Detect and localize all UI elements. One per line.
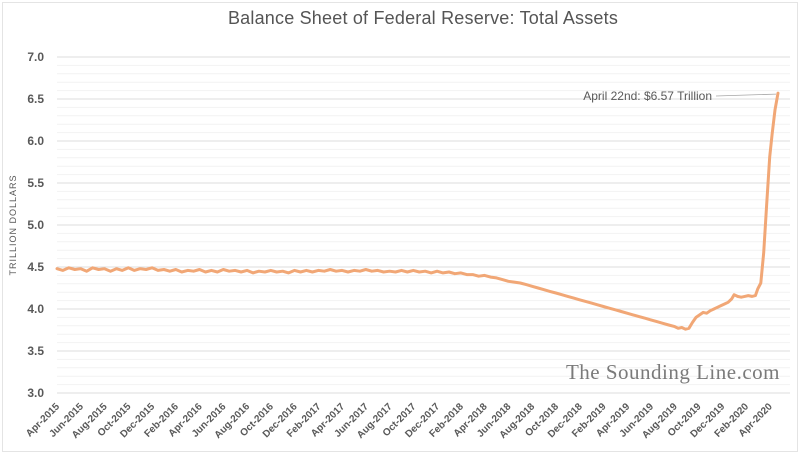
y-tick-label: 7.0: [27, 50, 44, 64]
y-tick-label: 5.5: [27, 176, 44, 190]
chart-title: Balance Sheet of Federal Reserve: Total …: [227, 8, 619, 28]
total-assets-line: [55, 91, 780, 331]
y-axis-title: TRILLION DOLLARS: [8, 174, 18, 276]
y-tick-label: 6.5: [27, 92, 44, 106]
y-tick-label: 6.0: [27, 134, 44, 148]
y-tick-label: 4.5: [27, 260, 44, 274]
y-tick-label: 3.0: [27, 386, 44, 400]
annotation-label: April 22nd: $6.57 Trillion: [583, 89, 712, 103]
y-tick-label: 4.0: [27, 302, 44, 316]
annotation-leader-line: [715, 93, 777, 97]
y-tick-label: 3.5: [27, 344, 44, 358]
y-tick-label: 5.0: [27, 218, 44, 232]
watermark-logo: The Sounding Line.com: [565, 360, 780, 384]
